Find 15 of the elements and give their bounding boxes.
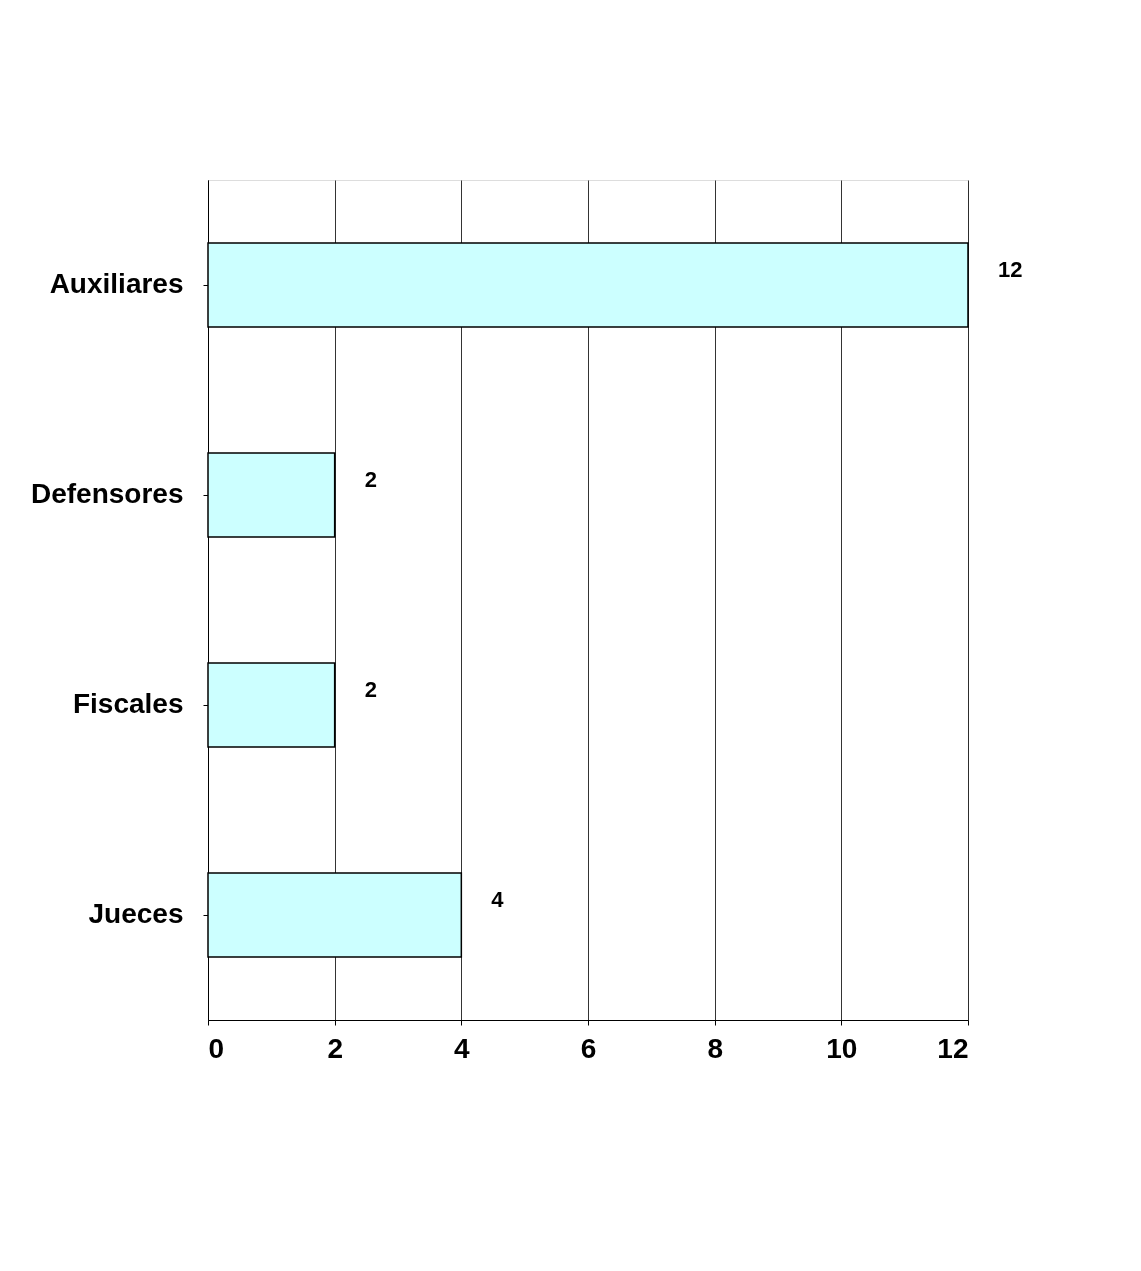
x-tick-label: 8 [707,1032,723,1064]
x-tick-label: 4 [454,1032,471,1064]
data-label: 12 [998,257,1023,282]
y-tick-label: Jueces [88,898,184,929]
y-tick-label: Auxiliares [49,268,184,299]
y-tick-label: Defensores [30,478,184,509]
x-tick-label: 2 [327,1032,343,1064]
data-label: 2 [364,677,377,702]
x-tick-label: 0 [208,1032,225,1064]
x-tick-label: 10 [826,1032,858,1064]
x-tick-label: 6 [580,1032,597,1064]
data-label: 2 [364,467,377,492]
data-label: 4 [491,887,505,912]
x-tick-label: 12 [937,1032,969,1064]
y-tick-label: Fiscales [72,688,184,719]
